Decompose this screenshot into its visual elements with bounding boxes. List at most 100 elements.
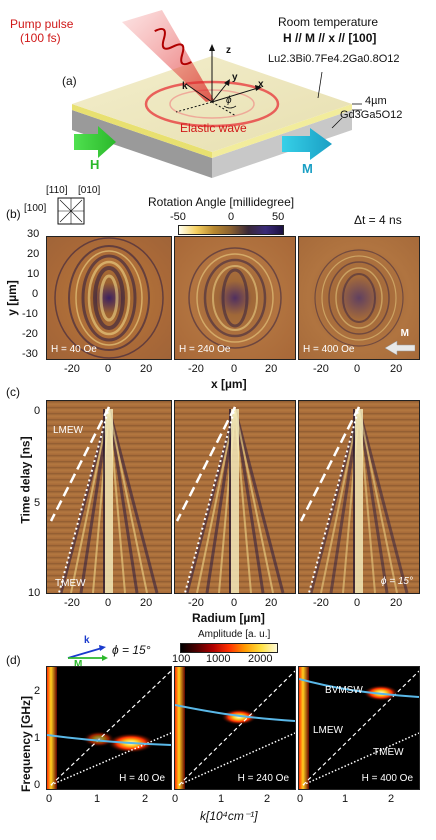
rotation-map-h240: H = 240 Oe [174, 236, 296, 360]
amplitude-colorbar [180, 643, 278, 653]
lmew-label: LMEW [53, 425, 83, 436]
panel-c-x-tick: 0 [105, 597, 112, 609]
tmew-label: TMEW [373, 747, 404, 758]
m-vector-arrow-icon [282, 128, 332, 160]
panel-d-y-tick: 1 [34, 732, 41, 744]
panel-c-x-axis-title: Radium [µm] [192, 611, 265, 625]
film-left-face [72, 104, 212, 158]
setup-schematic [72, 10, 362, 178]
crystal-orientation-icon [57, 197, 85, 225]
phi-angle-label: ϕ = 15° [380, 576, 413, 587]
axis-phi-label: ϕ [226, 95, 232, 106]
panel-b-y-tick: 10 [27, 268, 40, 280]
space-time-map-h400: ϕ = 15° [298, 400, 420, 594]
panel-b-x-tick: 20 [140, 363, 153, 375]
pump-pulse-icon [154, 28, 192, 66]
panel-d-x-tick: 1 [218, 793, 225, 805]
panel-c-y-tick: 0 [34, 405, 41, 417]
pump-pulse-label: Pump pulse [10, 17, 74, 31]
panel-c-label: (c) [6, 385, 20, 399]
rotation-map-h40: H = 40 Oe [46, 236, 172, 360]
panel-c-x-tick: -20 [64, 597, 80, 609]
amplitude-colorbar-tick: 100 [172, 653, 191, 665]
panel-b-x-tick: -20 [64, 363, 80, 375]
panel-d-x-tick: 0 [46, 793, 53, 805]
legend-k-label: k [84, 635, 90, 646]
orientation-label: H // M // x // [100] [283, 31, 377, 45]
panel-b-x-tick: -20 [313, 363, 329, 375]
film-formula-label: Lu2.3Bi0.7Fe4.2Ga0.8O12 [268, 53, 400, 65]
panel-c-y-tick: 10 [28, 587, 41, 599]
rotation-map-h400: H = 400 Oe M [298, 236, 420, 360]
film-top-face [72, 56, 352, 152]
panel-b-x-tick: 20 [390, 363, 403, 375]
panel-c-x-tick: 20 [265, 597, 278, 609]
pump-beam [122, 10, 214, 102]
rotation-map-field-label: H = 240 Oe [179, 344, 231, 355]
crystal-100-label: [100] [24, 203, 47, 214]
panel-b-x-tick: 20 [265, 363, 278, 375]
m-direction-label: M [400, 328, 409, 339]
panel-c-x-tick: -20 [313, 597, 329, 609]
lmew-label: LMEW [313, 725, 343, 736]
dispersion-map-field-label: H = 240 Oe [237, 773, 289, 784]
dispersion-map-field-label: H = 40 Oe [119, 773, 165, 784]
dispersion-map-h240: H = 240 Oe [174, 666, 296, 790]
panel-a-label: (a) [62, 74, 77, 88]
amplitude-colorbar-tick: 2000 [248, 653, 273, 665]
panel-b-y-tick: 30 [27, 228, 40, 240]
panel-b-x-tick: -20 [188, 363, 204, 375]
k-m-vector-legend-icon [67, 645, 108, 661]
room-temperature-label: Room temperature [278, 15, 379, 29]
h-field-arrow-icon [74, 126, 116, 158]
legend-m-label: M [74, 659, 83, 670]
h-field-label: H [90, 157, 100, 172]
panel-b-y-tick: -10 [22, 308, 38, 320]
dispersion-map-field-label: H = 400 Oe [361, 773, 413, 784]
panel-d-x-tick: 2 [388, 793, 395, 805]
panel-b-x-tick: 0 [354, 363, 361, 375]
substrate-label: Gd3Ga5O12 [340, 109, 403, 121]
delta-t-label: Δt = 4 ns [354, 213, 402, 227]
panel-c-x-tick: 20 [140, 597, 153, 609]
panel-d-x-axis-title: k[10⁴cm⁻¹] [200, 809, 258, 823]
panel-c-x-tick: 20 [390, 597, 403, 609]
rotation-colorbar-title: Rotation Angle [millidegree] [148, 195, 295, 209]
panel-c-x-tick: 0 [231, 597, 238, 609]
m-direction-arrow-icon [385, 341, 415, 355]
panel-b-label: (b) [6, 207, 21, 221]
dispersion-map-h40: H = 40 Oe [46, 666, 172, 790]
panel-d-x-tick: 1 [94, 793, 101, 805]
panel-d-x-tick: 2 [142, 793, 149, 805]
panel-b-y-tick: -30 [22, 348, 38, 360]
space-time-map-h40: LMEW TMEW [46, 400, 172, 594]
panel-c-y-tick: 5 [34, 497, 41, 509]
rotation-map-field-label: H = 40 Oe [51, 344, 97, 355]
panel-b-x-tick: 0 [105, 363, 112, 375]
panel-d-y-tick: 2 [34, 685, 41, 697]
axis-x-label: x [258, 79, 264, 90]
rotation-map-field-label: H = 400 Oe [303, 344, 355, 355]
amplitude-colorbar-title: Amplitude [a. u.] [198, 629, 271, 640]
rotation-colorbar-tick: 0 [228, 211, 235, 223]
tmew-label: TMEW [55, 578, 86, 589]
panel-d-y-tick: 0 [34, 779, 41, 791]
dispersion-map-h400: BVMSW LMEW TMEW H = 400 Oe [298, 666, 420, 790]
panel-d-x-tick: 0 [172, 793, 179, 805]
m-vector-label: M [302, 161, 313, 176]
panel-d-x-tick: 1 [342, 793, 349, 805]
panel-b-x-axis-title: x [µm] [211, 377, 247, 391]
panel-d-label: (d) [6, 653, 21, 667]
panel-d-x-tick: 2 [264, 793, 271, 805]
panel-b-y-axis-title: y [µm] [4, 280, 19, 316]
panel-c-y-axis-title: Time delay [ns] [18, 436, 33, 524]
panel-b-y-tick: -20 [22, 328, 38, 340]
panel-d-y-axis-title: Frequency [GHz] [19, 695, 34, 793]
substrate-left-face [72, 110, 212, 178]
crystal-010-label: [010] [78, 185, 101, 196]
pump-duration-label: (100 fs) [20, 31, 61, 45]
crystal-110-label: [110] [46, 185, 68, 196]
elastic-wave-label: Elastic wave [180, 121, 247, 135]
axis-z-label: z [226, 45, 231, 56]
legend-phi-label: ϕ = 15° [112, 643, 151, 657]
